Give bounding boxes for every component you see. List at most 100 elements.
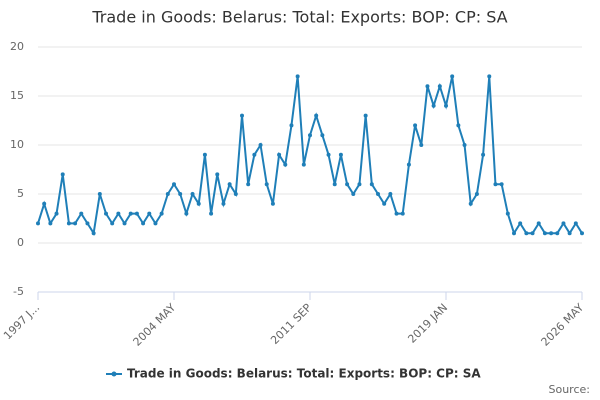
point	[338, 152, 343, 157]
point	[190, 192, 195, 196]
point	[567, 231, 572, 236]
point	[493, 182, 498, 187]
point	[549, 231, 554, 236]
point	[468, 201, 473, 206]
point	[413, 123, 418, 128]
y-tick-label: 5	[17, 187, 24, 200]
point	[79, 211, 84, 216]
y-tick-label: 10	[10, 138, 24, 151]
point	[382, 201, 387, 206]
point	[270, 201, 275, 206]
point	[122, 221, 127, 226]
x-tick-label: 2011 SEP	[268, 301, 314, 347]
point	[172, 182, 176, 187]
point	[406, 162, 411, 167]
point	[295, 74, 300, 79]
point	[147, 211, 152, 216]
point	[351, 192, 356, 196]
point	[264, 182, 269, 187]
point	[308, 133, 312, 138]
source: Source:	[549, 383, 591, 396]
point	[394, 211, 399, 216]
point	[555, 231, 560, 236]
point	[110, 221, 115, 226]
point	[505, 211, 510, 216]
point	[184, 211, 189, 216]
point	[499, 182, 504, 187]
point	[419, 143, 424, 147]
point	[301, 162, 306, 167]
point	[73, 221, 78, 226]
point	[431, 103, 436, 108]
point	[202, 152, 207, 157]
point	[165, 192, 170, 196]
point	[54, 211, 59, 216]
point	[363, 113, 368, 118]
y-tick-label: 0	[17, 236, 24, 249]
point	[536, 221, 541, 226]
point	[85, 221, 90, 226]
point	[97, 192, 102, 196]
x-tick-label: 2019 JAN	[405, 301, 450, 346]
point	[462, 143, 467, 147]
point	[580, 231, 584, 236]
point	[388, 192, 393, 196]
point	[573, 221, 578, 226]
point	[369, 182, 374, 187]
point	[48, 221, 53, 226]
point	[283, 162, 288, 167]
point	[196, 201, 201, 206]
point	[91, 231, 96, 236]
point	[233, 192, 238, 196]
y-tick-label: 15	[10, 89, 24, 102]
y-tick-label: 20	[10, 40, 24, 53]
point	[159, 211, 164, 216]
point	[178, 192, 183, 196]
legend-label: Trade in Goods: Belarus: Total: Exports:…	[127, 367, 481, 381]
legend-marker	[111, 371, 117, 377]
point	[518, 221, 523, 226]
point	[227, 182, 232, 187]
point	[400, 211, 405, 216]
point	[437, 84, 442, 89]
series-line	[37, 76, 583, 236]
point	[376, 192, 380, 196]
point	[512, 231, 516, 236]
point	[474, 192, 479, 196]
point	[209, 211, 214, 216]
point	[487, 74, 492, 79]
point	[246, 182, 251, 187]
point	[60, 172, 65, 177]
point	[332, 182, 337, 187]
point	[42, 201, 47, 206]
point	[277, 152, 282, 157]
point	[116, 211, 121, 216]
point	[240, 113, 244, 118]
point	[258, 143, 263, 147]
point	[561, 221, 566, 226]
x-tick-label: 1997 J...	[1, 301, 42, 342]
point	[357, 182, 362, 187]
point	[134, 211, 139, 216]
point	[252, 152, 257, 157]
point	[128, 211, 133, 216]
point	[289, 123, 294, 128]
x-tick-label: 2004 MAY	[131, 301, 179, 349]
point	[221, 201, 226, 206]
point	[481, 152, 486, 157]
point	[314, 113, 319, 118]
point	[104, 211, 108, 216]
point	[153, 221, 158, 226]
chart-title: Trade in Goods: Belarus: Total: Exports:…	[91, 8, 507, 27]
point	[542, 231, 547, 236]
point	[141, 221, 146, 226]
x-tick-label: 2026 MAY	[539, 301, 587, 349]
y-tick-label: -5	[13, 285, 24, 298]
point	[524, 231, 529, 236]
point	[345, 182, 350, 187]
point	[326, 152, 331, 157]
point	[320, 133, 325, 138]
point	[456, 123, 461, 128]
